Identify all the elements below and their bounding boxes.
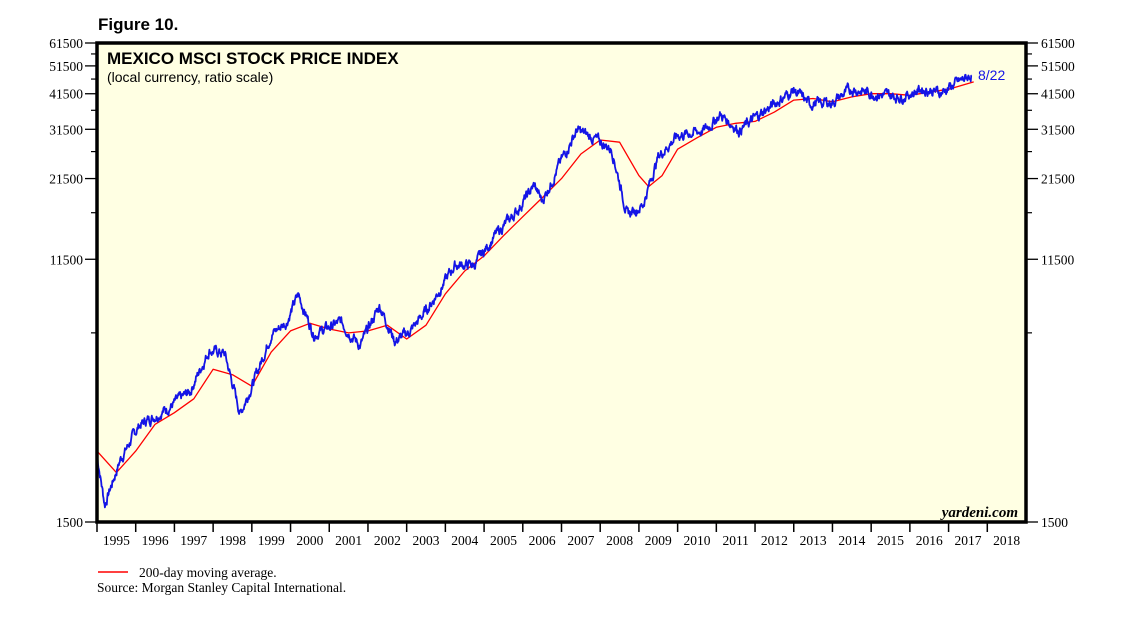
y-tick-label-left: 51500 [49, 59, 83, 74]
chart-title: MEXICO MSCI STOCK PRICE INDEX [107, 49, 399, 68]
x-tick-label: 2003 [413, 533, 440, 548]
y-tick-label-right: 51500 [1041, 59, 1075, 74]
x-tick-label: 1996 [142, 533, 169, 548]
source-note: Source: Morgan Stanley Capital Internati… [97, 580, 346, 595]
x-tick-label: 2006 [529, 533, 556, 548]
x-tick-label: 2013 [800, 533, 827, 548]
legend-label-moving-average: 200-day moving average. [139, 565, 277, 580]
x-tick-label: 2004 [451, 533, 478, 548]
x-tick-label: 2018 [993, 533, 1020, 548]
series-line-index [96, 73, 973, 509]
x-tick-label: 2010 [683, 533, 710, 548]
figure-label: Figure 10. [98, 15, 178, 34]
y-tick-label-right: 21500 [1041, 172, 1075, 187]
x-tick-label: 2001 [335, 533, 362, 548]
x-tick-label: 1997 [180, 533, 207, 548]
x-tick-label: 2005 [490, 533, 517, 548]
x-tick-label: 2016 [916, 533, 943, 548]
x-tick-label: 2011 [722, 533, 749, 548]
y-tick-label-right: 11500 [1041, 252, 1074, 267]
y-tick-label-right: 31500 [1041, 122, 1075, 137]
x-tick-label: 2007 [567, 533, 594, 548]
x-tick-label: 2008 [606, 533, 633, 548]
x-tick-label: 1995 [103, 533, 130, 548]
x-tick-label: 2002 [374, 533, 401, 548]
end-date-annotation: 8/22 [978, 67, 1005, 83]
y-tick-label-right: 1500 [1041, 515, 1068, 530]
chart-subtitle: (local currency, ratio scale) [107, 69, 273, 85]
x-tick-label: 2017 [954, 533, 981, 548]
y-tick-label-left: 31500 [49, 122, 83, 137]
y-tick-label-left: 11500 [50, 252, 83, 267]
x-tick-label: 2000 [296, 533, 323, 548]
x-tick-label: 2009 [645, 533, 672, 548]
y-tick-label-left: 21500 [49, 172, 83, 187]
y-tick-label-left: 61500 [49, 36, 83, 51]
x-tick-label: 2014 [838, 533, 865, 548]
y-tick-label-right: 61500 [1041, 36, 1075, 51]
y-tick-label-left: 1500 [56, 515, 83, 530]
plot-frame [95, 41, 1028, 524]
x-tick-label: 2012 [761, 533, 788, 548]
y-tick-label-left: 41500 [49, 87, 83, 102]
x-tick-label: 1998 [219, 533, 246, 548]
x-tick-label: 2015 [877, 533, 904, 548]
x-tick-label: 1999 [258, 533, 285, 548]
watermark: yardeni.com [940, 505, 1018, 521]
y-tick-label-right: 41500 [1041, 87, 1075, 102]
plot-area [97, 43, 1026, 522]
